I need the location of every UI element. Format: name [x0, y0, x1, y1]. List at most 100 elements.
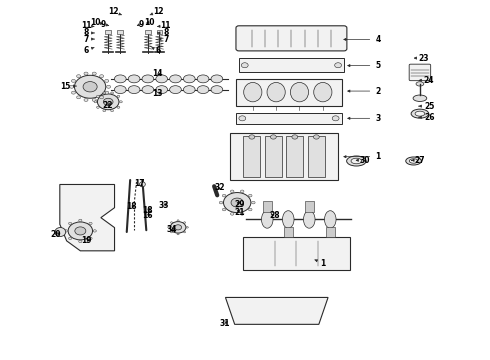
Ellipse shape [128, 86, 140, 94]
Text: 34: 34 [167, 225, 177, 234]
Text: 22: 22 [102, 101, 113, 110]
Circle shape [239, 116, 245, 121]
Circle shape [79, 219, 82, 221]
Ellipse shape [303, 211, 315, 228]
Circle shape [97, 95, 99, 97]
Ellipse shape [406, 157, 421, 165]
Circle shape [186, 226, 188, 228]
Text: 7: 7 [159, 35, 169, 44]
Circle shape [177, 233, 179, 235]
Circle shape [68, 222, 93, 240]
Ellipse shape [156, 75, 168, 83]
Text: 12: 12 [108, 7, 122, 16]
Ellipse shape [156, 86, 168, 94]
Ellipse shape [170, 86, 181, 94]
Circle shape [177, 220, 179, 221]
Circle shape [92, 72, 96, 75]
Polygon shape [225, 297, 328, 324]
Circle shape [69, 222, 72, 225]
Circle shape [89, 222, 92, 225]
Text: 13: 13 [152, 89, 162, 98]
Circle shape [292, 135, 298, 139]
Text: 32: 32 [214, 183, 225, 192]
Circle shape [94, 101, 97, 103]
Circle shape [111, 110, 114, 112]
Circle shape [241, 212, 244, 215]
Ellipse shape [142, 75, 154, 83]
Ellipse shape [55, 228, 66, 237]
Text: 15: 15 [60, 82, 76, 91]
Bar [146, 30, 151, 34]
Ellipse shape [115, 75, 126, 83]
Circle shape [103, 98, 113, 105]
Circle shape [184, 231, 186, 233]
Text: 24: 24 [419, 76, 434, 85]
Text: 18: 18 [142, 206, 152, 215]
Ellipse shape [346, 156, 366, 166]
Ellipse shape [267, 82, 285, 102]
Text: 11: 11 [81, 21, 94, 30]
Text: 21: 21 [235, 208, 245, 217]
Circle shape [75, 227, 86, 235]
Circle shape [89, 237, 92, 239]
Circle shape [223, 193, 251, 213]
Circle shape [117, 95, 120, 97]
FancyBboxPatch shape [409, 64, 431, 81]
Text: 18: 18 [126, 202, 137, 211]
Circle shape [83, 82, 97, 92]
Circle shape [249, 135, 255, 139]
Circle shape [74, 75, 106, 98]
Ellipse shape [197, 75, 209, 83]
Bar [308, 136, 325, 177]
Circle shape [184, 222, 186, 223]
Circle shape [97, 106, 99, 108]
Circle shape [99, 96, 104, 99]
Text: 1: 1 [315, 259, 326, 268]
Circle shape [99, 75, 104, 78]
Circle shape [98, 94, 119, 110]
Circle shape [170, 222, 186, 233]
Circle shape [248, 208, 252, 211]
Bar [237, 79, 342, 105]
Circle shape [222, 208, 226, 211]
Text: 31: 31 [219, 319, 230, 328]
Circle shape [171, 231, 172, 233]
Text: 8: 8 [157, 28, 169, 37]
Text: 9: 9 [137, 19, 144, 28]
Circle shape [171, 222, 172, 223]
Circle shape [120, 101, 122, 103]
Ellipse shape [170, 75, 181, 83]
Ellipse shape [183, 86, 195, 94]
Circle shape [105, 91, 109, 94]
Text: 12: 12 [150, 7, 163, 16]
Circle shape [314, 135, 319, 139]
Bar [265, 136, 282, 177]
Bar [239, 58, 344, 72]
Circle shape [103, 110, 106, 112]
Ellipse shape [211, 75, 223, 83]
Bar [243, 237, 350, 270]
Text: 28: 28 [269, 211, 280, 220]
Bar [284, 227, 293, 237]
Text: 16: 16 [142, 211, 152, 220]
Ellipse shape [197, 86, 209, 94]
Text: 5: 5 [348, 61, 380, 70]
Text: 26: 26 [419, 113, 435, 122]
Ellipse shape [409, 159, 418, 163]
Text: 19: 19 [81, 237, 92, 246]
Ellipse shape [211, 86, 223, 94]
Circle shape [79, 240, 82, 243]
Text: 27: 27 [412, 156, 425, 165]
Text: 6: 6 [84, 46, 94, 55]
Ellipse shape [244, 82, 262, 102]
Bar [230, 134, 338, 180]
Ellipse shape [351, 158, 362, 164]
Text: 4: 4 [344, 35, 381, 44]
Text: 2: 2 [348, 86, 381, 95]
Circle shape [251, 201, 255, 204]
Text: 29: 29 [235, 200, 245, 209]
Ellipse shape [115, 86, 126, 94]
Circle shape [231, 198, 244, 207]
Bar [118, 30, 123, 34]
Ellipse shape [314, 82, 332, 102]
